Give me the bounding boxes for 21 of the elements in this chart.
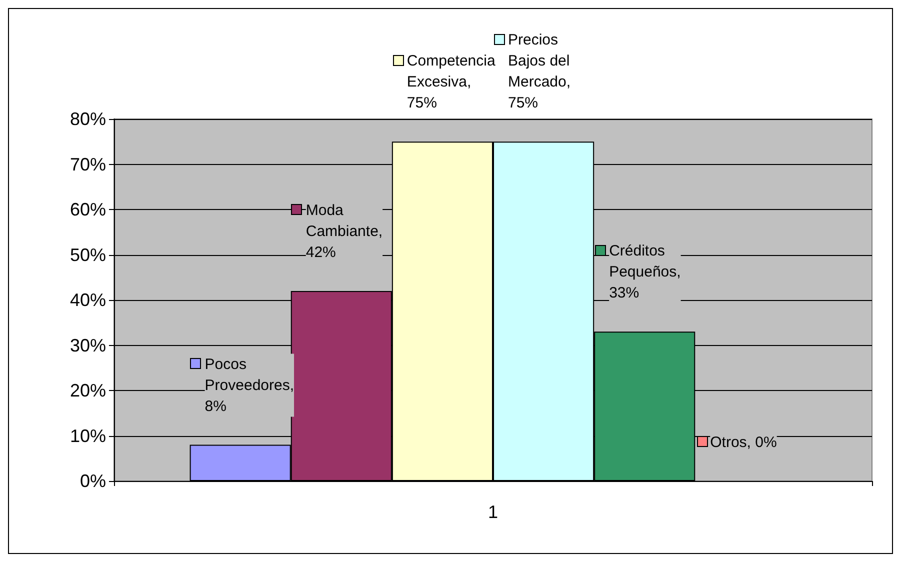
y-tick-label: 60% [70, 200, 106, 220]
y-tick-label: 40% [70, 290, 106, 310]
text: Precios Bajos del Mercado, [508, 32, 571, 91]
y-tick-label: 0% [80, 471, 106, 491]
text: Créditos Pequeños, [609, 242, 681, 281]
y-tick-label: 30% [70, 335, 106, 356]
text: 75% [508, 94, 538, 112]
text: Otros, 0% [710, 434, 777, 451]
text: Pocos Proveedores, [204, 356, 294, 394]
text: Competencia Excesiva, [406, 52, 496, 91]
text: 8% [204, 398, 226, 415]
text: 75% [406, 94, 437, 112]
text: Moda Cambiante, [306, 202, 383, 240]
y-tick-label: 10% [70, 426, 106, 446]
text: 33% [609, 284, 640, 302]
y-tick-label: 80% [70, 109, 106, 129]
y-tick-label: 70% [70, 154, 106, 174]
y-tick-label: 20% [70, 380, 106, 400]
y-tick-label: 50% [70, 244, 106, 265]
x-tick-label: 1 [488, 502, 498, 522]
text: 42% [306, 244, 336, 261]
